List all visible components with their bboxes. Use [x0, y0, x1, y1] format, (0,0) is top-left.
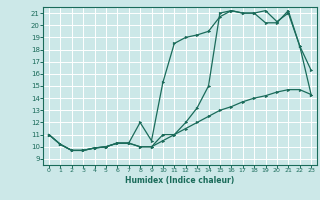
X-axis label: Humidex (Indice chaleur): Humidex (Indice chaleur)	[125, 176, 235, 185]
